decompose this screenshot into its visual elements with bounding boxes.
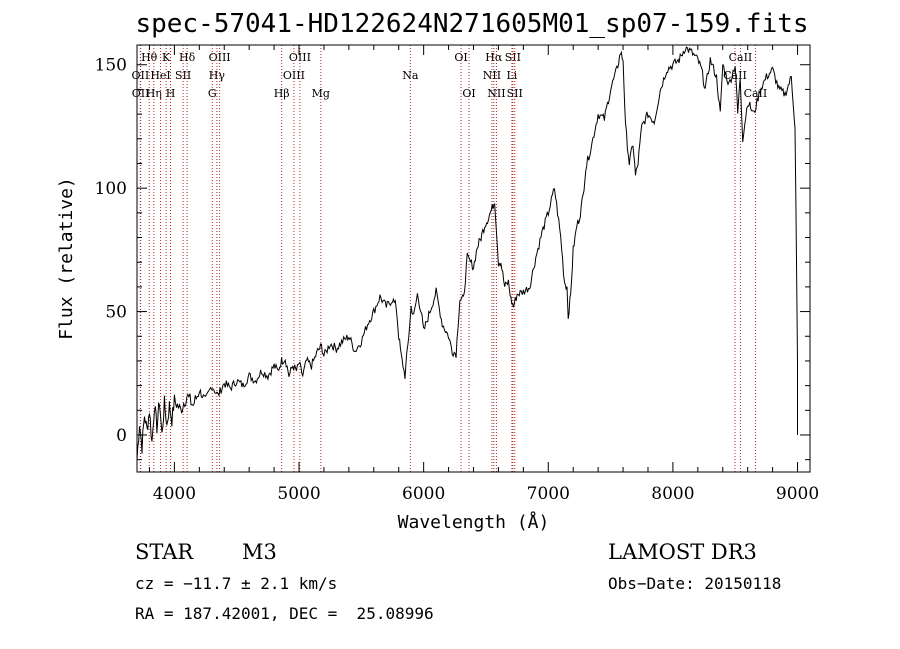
- spectral-line-label-10: Hγ: [209, 69, 226, 82]
- axis-ticks: 4000 5000 6000 7000 8000 9000 0 50 100 150: [95, 45, 819, 504]
- x-tick-label-2: 6000: [402, 484, 445, 504]
- plot-frame: [136, 44, 811, 473]
- spectral-line-label-7: H: [166, 87, 176, 100]
- spectral-line-label-23: NII: [487, 87, 505, 100]
- spectral-line-label-3: Hη: [146, 87, 162, 100]
- y-tick-label-3: 150: [95, 56, 127, 76]
- series-group: [136, 46, 798, 460]
- y-tick-label-0: 0: [116, 426, 127, 446]
- redshift-cz: cz = −11.7 ± 2.1 km/s: [135, 574, 338, 593]
- spectral-line-label-5: K: [162, 51, 171, 64]
- x-tick-label-5: 9000: [776, 484, 819, 504]
- spectral-line-label-0: Hθ: [141, 51, 158, 64]
- spectral-line-label-16: Na: [402, 69, 419, 82]
- spectral-line-label-4: HeI: [150, 69, 170, 82]
- spectral-line-label-17: OI: [454, 51, 467, 64]
- spectral-line-label-21: NII: [483, 69, 501, 82]
- spectral-line-label-26: CaII: [723, 69, 747, 82]
- series-line-0: [136, 46, 798, 460]
- spectral-line-label-13: OIII: [283, 69, 305, 82]
- spectral-line-label-19: Hα: [485, 51, 503, 64]
- y-tick-label-1: 50: [105, 303, 127, 323]
- spectral-line-label-11: G: [208, 87, 217, 100]
- spectral-line-label-2: OII: [132, 87, 150, 100]
- observation-date: Obs−Date: 20150118: [608, 574, 782, 593]
- chart-title: spec-57041-HD122624N271605M01_sp07-159.f…: [135, 9, 808, 39]
- spectral-line-label-12: OIII: [289, 51, 311, 64]
- spectral-line-label-22: Li: [506, 69, 517, 82]
- y-axis-label: Flux (relative): [56, 177, 77, 340]
- x-tick-label-0: 4000: [153, 484, 196, 504]
- object-class: STAR: [135, 540, 194, 564]
- spectral-line-label-9: OIII: [209, 51, 231, 64]
- spectral-line-label-27: CaII: [744, 87, 768, 100]
- x-tick-label-1: 5000: [277, 484, 320, 504]
- spectral-line-label-6: SII: [175, 69, 191, 82]
- spectral-line-label-14: Hβ: [274, 87, 290, 100]
- x-tick-label-4: 8000: [651, 484, 694, 504]
- spectral-line-label-8: Hδ: [179, 51, 196, 64]
- spectral-line-label-20: SII: [505, 51, 521, 64]
- x-axis-label: Wavelength (Å): [398, 511, 550, 533]
- spectral-line-label-25: CaII: [729, 51, 753, 64]
- x-tick-label-3: 7000: [527, 484, 570, 504]
- object-subclass: M3: [242, 540, 277, 564]
- spectral-line-label-15: Mg: [312, 87, 330, 100]
- y-tick-label-2: 100: [95, 179, 127, 199]
- survey-name: LAMOST DR3: [608, 540, 757, 564]
- coordinates: RA = 187.42001, DEC = 25.08996: [135, 604, 434, 623]
- spectral-line-label-24: SII: [507, 87, 523, 100]
- spectral-line-label-18: OI: [462, 87, 475, 100]
